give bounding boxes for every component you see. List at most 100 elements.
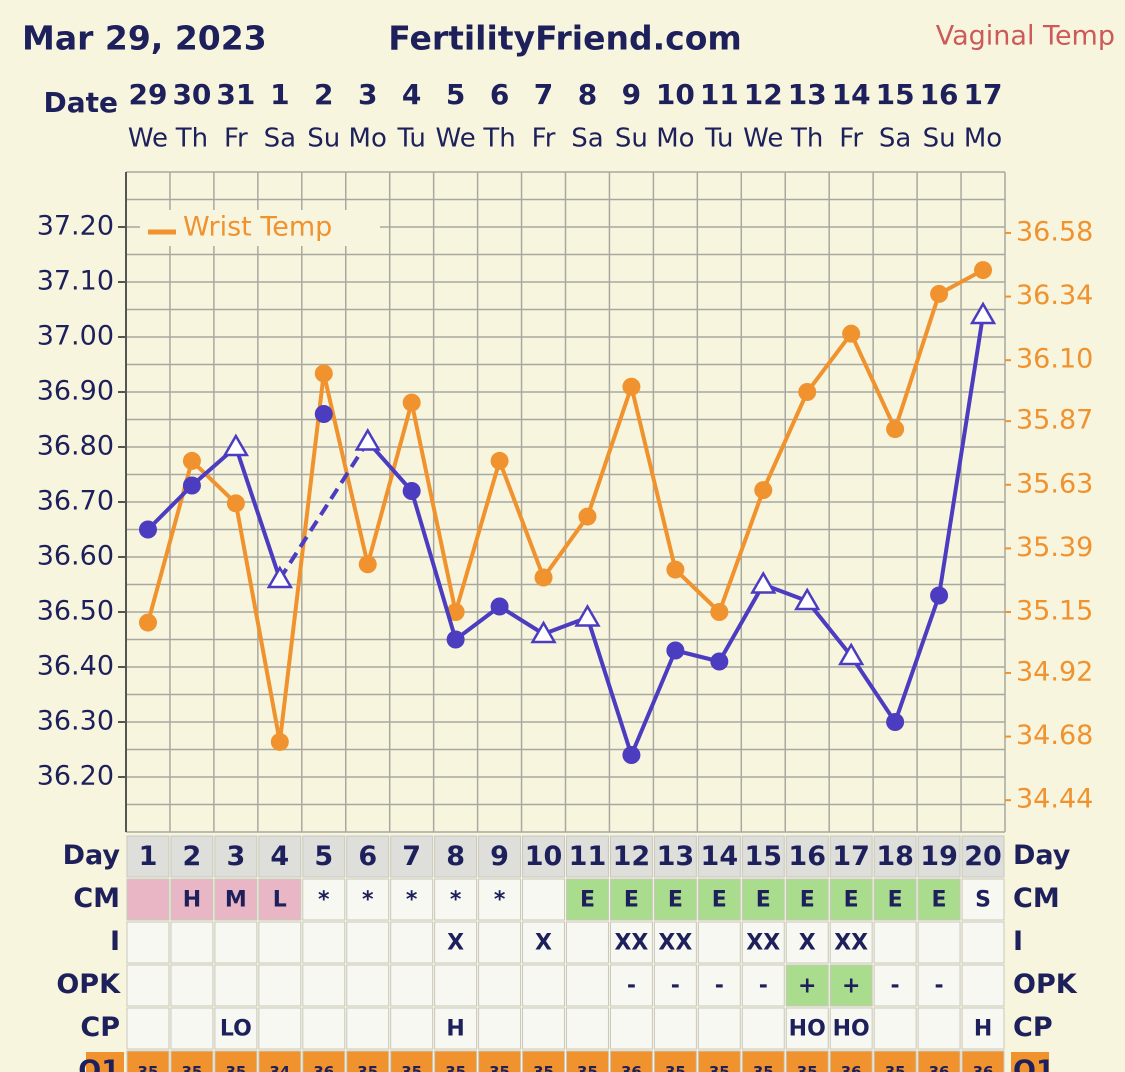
table-cell <box>697 835 741 878</box>
cell-text: 8 <box>446 841 465 872</box>
table-cell <box>566 921 609 964</box>
cell-text: * <box>318 888 330 913</box>
cell-text: 36 <box>929 1063 950 1072</box>
y-tick-label: 36.30 <box>37 706 114 737</box>
y-tick-label: 36.70 <box>37 486 114 517</box>
table-cell <box>653 835 697 878</box>
cell-text: HO <box>833 1017 870 1042</box>
temp-type: Vaginal Temp <box>936 21 1115 52</box>
point <box>710 603 729 621</box>
table-cell <box>917 878 961 921</box>
y2-tick-label: 34.68 <box>1016 720 1093 751</box>
table-cell <box>302 878 346 921</box>
table-cell <box>214 878 258 921</box>
cell-text: 35 <box>357 1063 378 1072</box>
date-label: 13 <box>788 78 827 111</box>
cell-text: E <box>580 888 595 913</box>
date-label: 10 <box>656 78 695 111</box>
table-cell <box>346 1007 390 1050</box>
row-label: OPK <box>56 969 121 1000</box>
table-cell <box>170 1007 214 1050</box>
cell-text: 11 <box>569 841 607 872</box>
cell-text: 35 <box>753 1063 774 1072</box>
table-cell <box>214 835 258 878</box>
table-cell <box>478 835 522 878</box>
cell-text: 36 <box>313 1063 334 1072</box>
cell-text: 35 <box>401 1063 422 1072</box>
cell-text: H <box>446 1017 464 1042</box>
row-label-right: Day <box>1013 840 1071 871</box>
y2-tick-label: 34.44 <box>1016 784 1093 815</box>
point <box>138 520 157 539</box>
table-cell <box>697 878 741 921</box>
site-name: FertilityFriend.com <box>388 19 742 58</box>
table-cell <box>741 1007 785 1050</box>
row-label-right: CM <box>1013 883 1060 914</box>
point <box>270 732 289 751</box>
table-cell <box>434 964 478 1007</box>
cell-text: L <box>273 888 287 913</box>
table-cell <box>653 878 697 921</box>
table-cell <box>434 835 478 878</box>
cell-text: * <box>362 888 374 913</box>
cell-text: E <box>844 888 859 913</box>
point <box>886 420 905 439</box>
date-label: 17 <box>964 78 1003 111</box>
cell-text: 14 <box>701 841 739 872</box>
table-cell <box>785 835 829 878</box>
series-line <box>146 268 984 744</box>
date-label: 4 <box>402 78 421 111</box>
table-cell <box>478 964 522 1007</box>
table-cell <box>170 878 214 921</box>
weekday-label: Fr <box>839 124 863 154</box>
table-cell <box>609 1007 653 1050</box>
table-cell <box>390 878 434 921</box>
table-cell <box>697 964 741 1007</box>
table-cell <box>741 921 785 964</box>
point <box>930 284 949 303</box>
cell-text: 35 <box>181 1063 202 1072</box>
point <box>578 507 597 526</box>
row-label: I <box>110 926 120 957</box>
row-label-right: I <box>1013 926 1023 957</box>
table-cell <box>873 835 917 878</box>
table-cell <box>653 964 697 1007</box>
table-cell <box>126 1007 170 1050</box>
table-cell <box>302 835 346 878</box>
date-label: 14 <box>832 78 871 111</box>
table-cell <box>609 878 653 921</box>
point <box>974 261 993 280</box>
point <box>666 641 685 660</box>
table-cell <box>258 835 302 878</box>
cell-text: - <box>671 974 680 999</box>
cell-text: X <box>447 931 464 956</box>
cell-text: 35 <box>797 1063 818 1072</box>
cell-text: 20 <box>964 841 1002 872</box>
point <box>226 494 245 513</box>
table-cell <box>346 835 390 878</box>
point <box>798 383 817 401</box>
cell-text: E <box>756 888 771 913</box>
series-line <box>146 445 282 580</box>
point-triangle <box>222 433 250 457</box>
cell-text: 36 <box>621 1063 642 1072</box>
weekday-label: Su <box>307 124 340 154</box>
cell-text: 35 <box>489 1063 510 1072</box>
table-cell <box>302 964 346 1007</box>
point <box>446 630 465 649</box>
y-tick-label: 37.10 <box>37 266 114 297</box>
table-cell <box>653 921 697 964</box>
table-cell <box>609 921 653 964</box>
legend-label: Wrist Temp <box>183 212 332 243</box>
table-cell <box>785 964 829 1007</box>
cell-text: 13 <box>657 841 695 872</box>
table-cell <box>478 1007 522 1050</box>
table-cell <box>258 878 302 921</box>
cell-text: 35 <box>709 1063 730 1072</box>
cell-text: E <box>932 888 947 913</box>
table-cell <box>522 878 565 921</box>
table-cell <box>873 1007 917 1050</box>
table-cell <box>566 1007 609 1050</box>
table-cell <box>697 1007 741 1050</box>
table-cell <box>522 835 565 878</box>
